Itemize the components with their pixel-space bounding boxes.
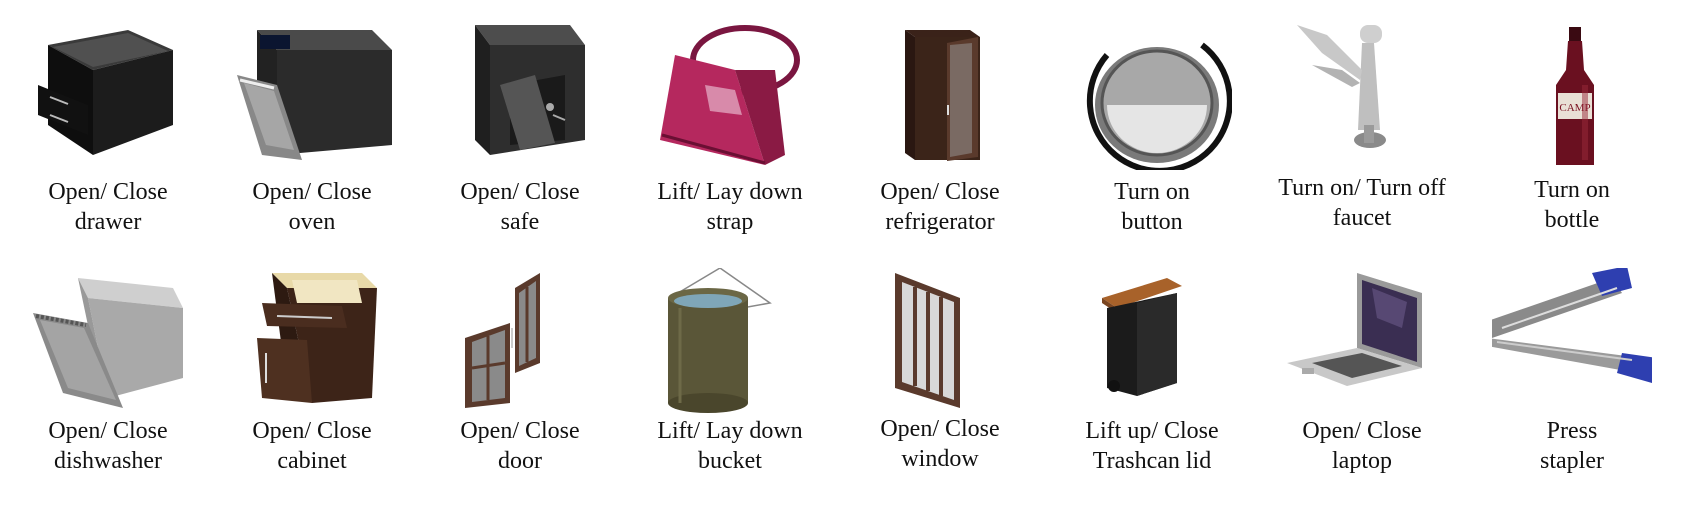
caption-object: safe	[500, 209, 540, 235]
item-strap: Lift/ Lay down strap	[630, 5, 830, 255]
oven-icon	[232, 15, 392, 170]
door-icon	[440, 268, 600, 423]
stapler-icon	[1492, 268, 1652, 423]
caption-action: Lift up/ Close	[1085, 418, 1219, 444]
caption-object: window	[901, 446, 979, 472]
item-faucet: Turn on/ Turn off faucet	[1262, 5, 1462, 255]
item-caption: Open/ Close refrigerator	[840, 177, 1040, 237]
caption-action: Open/ Close	[48, 179, 168, 205]
caption-action: Open/ Close	[1302, 418, 1422, 444]
caption-object: door	[498, 448, 542, 474]
item-caption: Open/ Close laptop	[1262, 416, 1462, 476]
caption-object: drawer	[74, 209, 142, 235]
item-button: Turn on button	[1052, 5, 1252, 255]
item-caption: Open/ Close oven	[212, 177, 412, 237]
dishwasher-icon	[28, 268, 188, 423]
caption-object: strap	[706, 209, 754, 235]
item-caption: Press stapler	[1472, 416, 1672, 476]
caption-object: bucket	[698, 448, 762, 474]
item-cabinet: Open/ Close cabinet	[212, 258, 412, 508]
caption-object: oven	[288, 209, 336, 235]
item-refrigerator: Open/ Close refrigerator	[840, 5, 1040, 255]
caption-action: Open/ Close	[48, 418, 168, 444]
drawer-icon	[28, 15, 188, 170]
item-door: Open/ Close door	[420, 258, 620, 508]
caption-action: Open/ Close	[252, 179, 372, 205]
item-caption: Open/ Close window	[840, 414, 1040, 474]
laptop-icon	[1282, 268, 1442, 423]
refrigerator-icon	[860, 15, 1020, 170]
item-caption: Open/ Close safe	[420, 177, 620, 237]
trashcan-icon	[1072, 268, 1232, 423]
item-laptop: Open/ Close laptop	[1262, 258, 1462, 508]
caption-object: cabinet	[277, 448, 347, 474]
handbag-icon	[650, 15, 810, 170]
caption-object: laptop	[1332, 448, 1392, 474]
item-caption: Lift/ Lay down bucket	[630, 416, 830, 476]
item-drawer: Open/ Close drawer	[8, 5, 208, 255]
item-safe: Open/ Close safe	[420, 5, 620, 255]
caption-action: Open/ Close	[880, 416, 1000, 442]
caption-action: Turn on	[1534, 177, 1610, 203]
caption-action: Open/ Close	[460, 179, 580, 205]
caption-action: Turn on/ Turn off	[1278, 175, 1446, 201]
item-caption: Open/ Close dishwasher	[8, 416, 208, 476]
caption-object: Trashcan lid	[1092, 448, 1212, 474]
window-icon	[860, 268, 1020, 423]
item-caption: Turn on button	[1052, 177, 1252, 237]
item-window: Open/ Close window	[840, 258, 1040, 508]
caption-action: Open/ Close	[252, 418, 372, 444]
faucet-icon	[1282, 15, 1442, 170]
item-bottle: CAMP Turn on bottle	[1472, 5, 1672, 255]
item-caption: Turn on bottle	[1472, 175, 1672, 235]
safe-icon	[440, 15, 600, 170]
caption-action: Turn on	[1114, 179, 1190, 205]
caption-object: faucet	[1332, 205, 1392, 231]
item-caption: Lift up/ Close Trashcan lid	[1052, 416, 1252, 476]
caption-action: Lift/ Lay down	[657, 179, 803, 205]
item-caption: Open/ Close door	[420, 416, 620, 476]
bottle-icon: CAMP	[1492, 15, 1652, 170]
caption-action: Press	[1546, 418, 1598, 444]
item-caption: Turn on/ Turn off faucet	[1262, 173, 1462, 233]
caption-object: refrigerator	[885, 209, 995, 235]
item-oven: Open/ Close oven	[212, 5, 412, 255]
cabinet-icon	[232, 268, 392, 423]
button-icon	[1072, 15, 1232, 170]
caption-action: Open/ Close	[460, 418, 580, 444]
item-stapler: Press stapler	[1472, 258, 1672, 508]
item-bucket: Lift/ Lay down bucket	[630, 258, 830, 508]
caption-action: Lift/ Lay down	[657, 418, 803, 444]
caption-action: Open/ Close	[880, 179, 1000, 205]
item-trashcan: Lift up/ Close Trashcan lid	[1052, 258, 1252, 508]
item-caption: Open/ Close cabinet	[212, 416, 412, 476]
item-dishwasher: Open/ Close dishwasher	[8, 258, 208, 508]
caption-object: stapler	[1540, 448, 1604, 474]
caption-object: button	[1121, 209, 1183, 235]
item-caption: Open/ Close drawer	[8, 177, 208, 237]
item-caption: Lift/ Lay down strap	[630, 177, 830, 237]
bucket-icon	[650, 268, 810, 423]
caption-object: bottle	[1544, 207, 1600, 233]
caption-object: dishwasher	[54, 448, 162, 474]
